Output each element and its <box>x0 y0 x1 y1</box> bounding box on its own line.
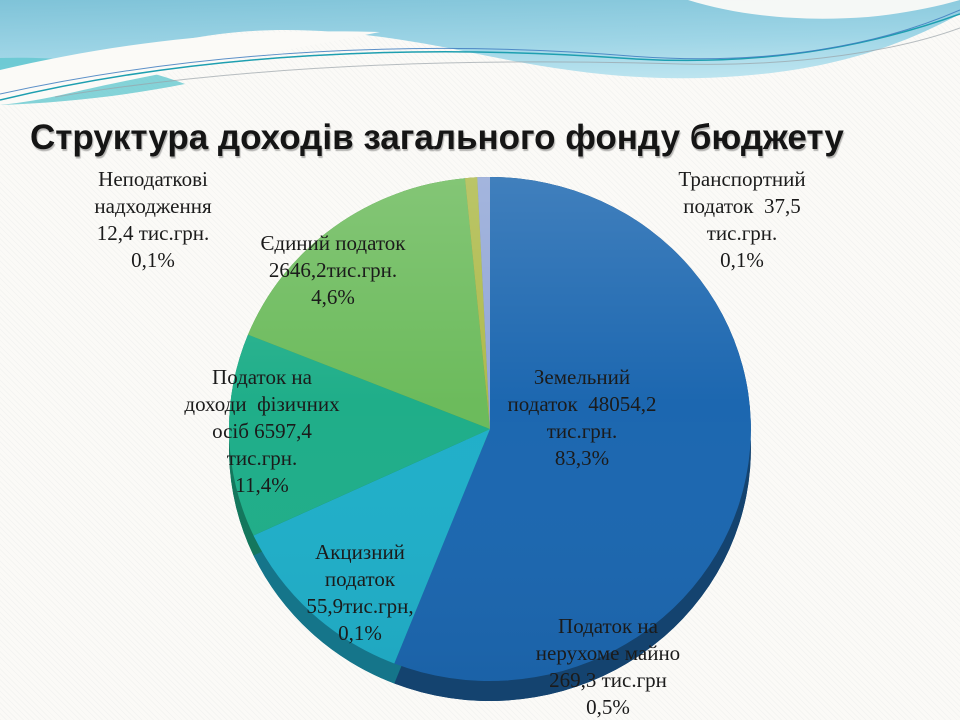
banner-accent-line-gray <box>54 27 960 98</box>
label-yedynyi-podatok: Єдиний податок 2646,2тис.грн. 4,6% <box>260 231 406 309</box>
label-podatok-nerukhome-maino: Податок на нерухоме майно 269,3 тис.грн … <box>535 614 681 719</box>
banner-sky-shape <box>0 0 960 96</box>
banner-accent-line-blue <box>0 9 960 95</box>
header-wave-graphic <box>0 0 960 105</box>
label-zemelnyi-podatok: Земельний податок 48054,2 тис.грн. 83,3% <box>507 365 657 470</box>
banner-white-streak <box>0 31 380 105</box>
slide-title: Структура доходів загального фонду бюдже… <box>30 118 844 157</box>
label-transportnyi-podatok: Транспортний податок 37,5 тис.грн. 0,1% <box>678 167 806 272</box>
label-podatok-dokhody-fizychnykh: Податок на доходи фізичних осіб 6597,4 т… <box>184 365 340 497</box>
banner-top-right-white-swoosh <box>688 0 960 19</box>
pie-slice-wall-1 <box>253 535 395 684</box>
label-aktsyznyi-podatok: Акцизний податок 55,9тис.грн, 0,1% <box>306 540 414 645</box>
label-nepodatkovi-nadkhodzhennia: Неподаткові надходження 12,4 тис.грн. 0,… <box>94 167 212 272</box>
pie-sheen-overlay <box>229 177 751 681</box>
